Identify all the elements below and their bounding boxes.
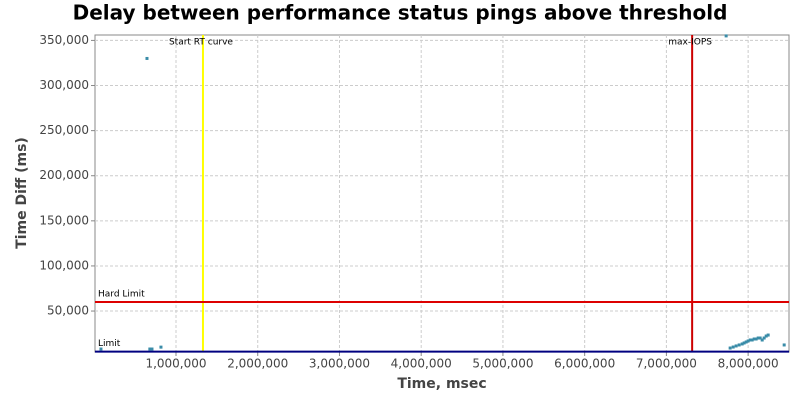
point (748, 338, 752, 342)
y-tick-label: 300,000 (39, 78, 89, 92)
reference-label: max-IOPS (668, 38, 712, 48)
point (750, 338, 754, 342)
point (731, 345, 735, 349)
point (756, 336, 760, 340)
y-tick-label: 200,000 (39, 168, 89, 182)
x-tick-label: 6,000,000 (554, 357, 615, 371)
point (740, 342, 744, 346)
point (150, 347, 154, 351)
point (159, 345, 163, 349)
point (737, 343, 741, 347)
point (734, 344, 738, 348)
point (145, 56, 149, 60)
x-tick-label: 3,000,000 (309, 357, 370, 371)
x-tick-label: 4,000,000 (391, 357, 452, 371)
plot-area (94, 34, 790, 353)
y-tick-label: 350,000 (39, 33, 89, 47)
y-tick-label: 100,000 (39, 258, 89, 272)
point (752, 337, 756, 341)
point (762, 336, 766, 340)
point (148, 347, 152, 351)
x-tick-label: 1,000,000 (145, 357, 206, 371)
point (766, 333, 770, 337)
y-tick-label: 250,000 (39, 123, 89, 137)
point (746, 339, 750, 343)
point (758, 336, 762, 340)
x-tick-label: 5,000,000 (472, 357, 533, 371)
y-tick-label: 150,000 (39, 213, 89, 227)
point (764, 334, 768, 338)
x-axis-title: Time, msec (397, 376, 486, 392)
chart-title: Delay between performance status pings a… (73, 1, 728, 25)
x-tick-label: 7,000,000 (636, 357, 697, 371)
reference-label: Start RT curve (169, 38, 233, 48)
x-tick-label: 8,000,000 (718, 357, 779, 371)
point (744, 340, 748, 344)
reference-label: Hard Limit (98, 290, 145, 300)
y-tick-label: 50,000 (47, 304, 89, 318)
point (782, 343, 786, 347)
point (760, 338, 764, 342)
reference-label: Limit (98, 339, 121, 349)
point (728, 346, 732, 350)
y-axis-title: Time Diff (ms) (14, 137, 30, 249)
x-tick-label: 2,000,000 (227, 357, 288, 371)
point (724, 34, 728, 38)
point (754, 337, 758, 341)
point (742, 341, 746, 345)
point (99, 347, 103, 351)
